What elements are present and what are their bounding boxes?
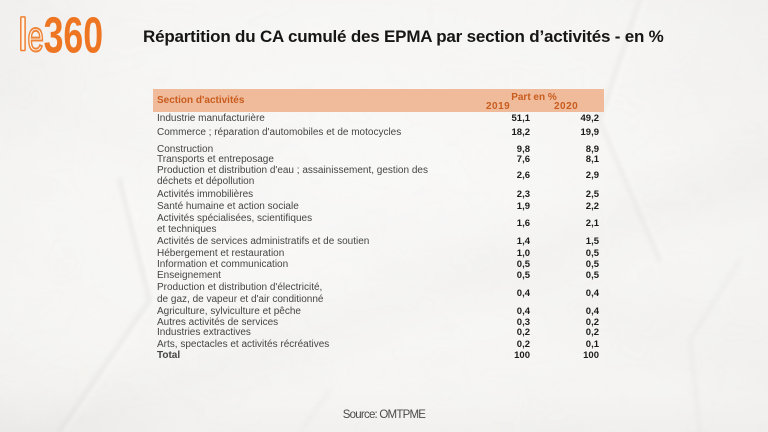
svg-text:360: 360 (44, 7, 103, 60)
svg-text:e: e (28, 12, 44, 60)
